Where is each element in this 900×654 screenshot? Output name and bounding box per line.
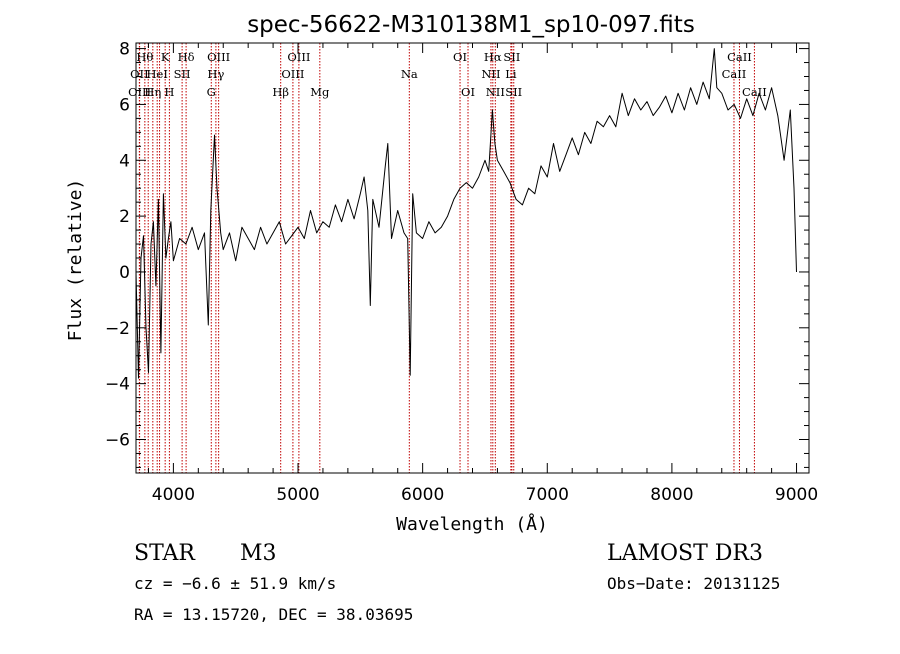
line-label-23: NII: [486, 85, 505, 99]
y-tick-label-3: 0: [119, 263, 130, 283]
y-tick-label-4: 2: [119, 207, 130, 227]
series-line-0: [135, 48, 797, 379]
line-label-7: K: [161, 50, 170, 64]
y-tick-label-1: −4: [105, 375, 130, 395]
axis-ticks: [136, 43, 809, 473]
x-axis-label: Wavelength (Å): [396, 513, 548, 535]
line-label-11: G: [207, 85, 216, 99]
x-tick-label-1: 5000: [276, 485, 319, 505]
x-tick-label-2: 6000: [401, 485, 444, 505]
object-class: STAR: [134, 541, 196, 566]
y-tick-label-0: −6: [105, 430, 130, 450]
line-label-5: HeI: [146, 67, 167, 81]
line-label-22: Hα: [484, 50, 502, 64]
line-label-14: Hβ: [272, 85, 289, 99]
x-tick-label-4: 8000: [650, 485, 693, 505]
x-tick-label-3: 7000: [526, 485, 569, 505]
line-label-8: H: [164, 85, 174, 99]
spectral-line-markers: [138, 43, 755, 473]
line-label-2: Hθ: [136, 50, 153, 64]
y-axis-label: Flux (relative): [65, 179, 86, 342]
line-label-26: SII: [505, 85, 522, 99]
x-tick-labels: 4000 5000 6000 7000 8000 9000: [152, 485, 818, 505]
line-label-24: Li: [505, 67, 517, 81]
line-label-28: CaII: [727, 50, 752, 64]
coordinates: RA = 13.15720, DEC = 38.03695: [134, 605, 413, 624]
line-label-21: NII: [481, 67, 500, 81]
plot-frame: [135, 42, 810, 474]
line-label-25: SII: [503, 50, 520, 64]
line-label-19: OI: [453, 50, 467, 64]
y-tick-label-6: 6: [119, 95, 130, 115]
x-tick-label-5: 9000: [775, 485, 818, 505]
line-label-27: CaII: [722, 67, 747, 81]
object-subclass: M3: [240, 541, 277, 566]
line-label-12: Hγ: [207, 67, 224, 81]
spectrum-series: [135, 48, 797, 379]
y-tick-label-2: −2: [105, 319, 130, 339]
line-label-10: Hδ: [178, 50, 195, 64]
redshift-velocity: cz = −6.6 ± 51.9 km/s: [134, 574, 336, 593]
survey-name: LAMOST DR3: [607, 541, 763, 566]
x-tick-label-0: 4000: [152, 485, 195, 505]
line-label-17: Mg: [310, 85, 330, 99]
observation-date: Obs−Date: 20131125: [607, 574, 780, 593]
y-tick-label-5: 4: [119, 151, 130, 171]
line-label-0: OII: [130, 67, 149, 81]
line-label-4: Hη: [144, 85, 161, 99]
y-tick-labels: −6 −4 −2 0 2 4 6 8: [105, 40, 130, 451]
spectral-line-labels: OIIOIIIHθHηHeIKHSIIHδGHγOIIIHβOIIIOIIIMg…: [128, 50, 767, 99]
chart-title: spec-56622-M310138M1_sp10-097.fits: [247, 12, 695, 38]
line-label-9: SII: [174, 67, 191, 81]
line-label-13: OIII: [207, 50, 230, 64]
line-label-16: OIII: [287, 50, 310, 64]
line-label-15: OIII: [281, 67, 304, 81]
line-label-18: Na: [401, 67, 418, 81]
line-label-1: OIII: [128, 85, 151, 99]
line-label-20: OI: [461, 85, 475, 99]
y-tick-label-7: 8: [119, 40, 130, 60]
line-label-29: CaII: [742, 85, 767, 99]
